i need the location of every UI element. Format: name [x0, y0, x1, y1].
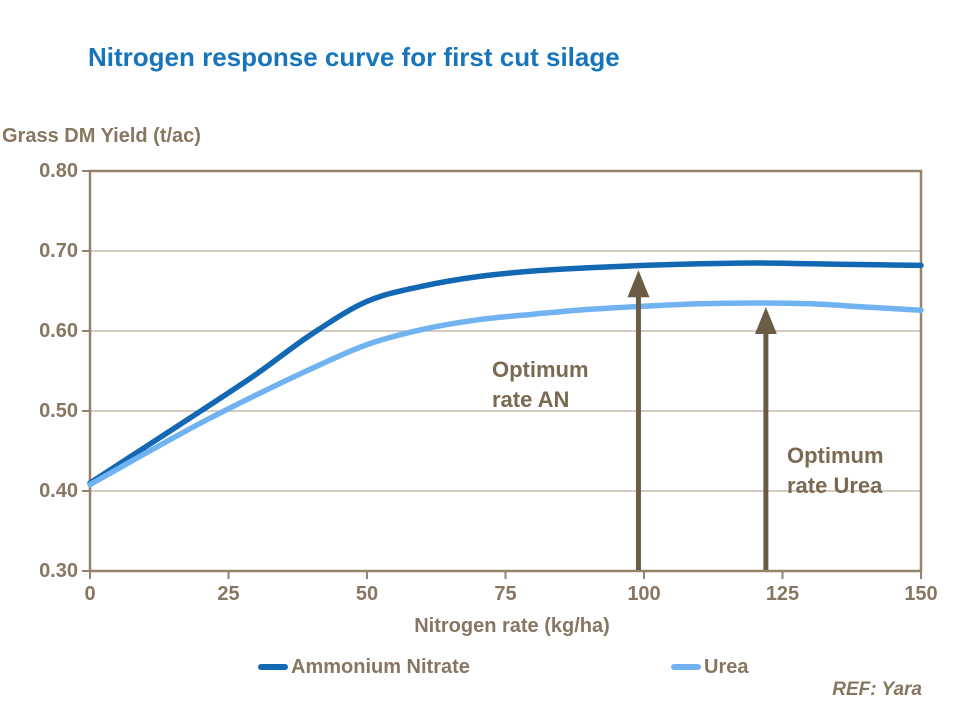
- legend-label-urea: Urea: [704, 655, 749, 678]
- y-axis-title: Grass DM Yield (t/ac): [2, 125, 201, 147]
- legend-marker-urea: [671, 664, 701, 670]
- y-tick-label: 0.70: [39, 240, 78, 262]
- x-tick-label: 75: [494, 583, 517, 605]
- annotation-optimum-urea: Optimum rate Urea: [787, 441, 884, 501]
- optimum-urea-arrow: [754, 307, 777, 570]
- annotation-optimum-an-line1: Optimum: [492, 357, 589, 382]
- optimum-an-arrow: [627, 270, 650, 570]
- x-tick-label: 100: [627, 583, 661, 605]
- legend-item-urea: Urea: [671, 655, 748, 679]
- y-tick-label: 0.80: [39, 160, 78, 182]
- x-tick-label: 150: [904, 583, 938, 605]
- page-title: Nitrogen response curve for first cut si…: [88, 42, 620, 72]
- annotation-optimum-urea-line1: Optimum: [787, 443, 884, 468]
- y-tick-label: 0.50: [39, 400, 78, 422]
- x-tick-label: 125: [765, 583, 800, 605]
- legend-item-ammonium-nitrate: Ammonium Nitrate: [258, 655, 470, 679]
- legend-label-ammonium-nitrate: Ammonium Nitrate: [291, 655, 470, 678]
- y-tick-label: 0.40: [39, 480, 78, 502]
- annotation-optimum-an-line2: rate AN: [492, 387, 570, 412]
- x-axis-title: Nitrogen rate (kg/ha): [414, 615, 610, 637]
- series-line-ammonium-nitrate: [87, 260, 924, 486]
- x-tick-label: 25: [217, 583, 240, 605]
- source-reference-note: REF: Yara: [832, 679, 922, 700]
- series-line-urea: [87, 300, 924, 488]
- annotation-optimum-urea-line2: rate Urea: [787, 473, 883, 498]
- y-tick-label: 0.30: [39, 560, 78, 582]
- y-tick-label: 0.60: [39, 320, 78, 342]
- x-tick-label: 0: [84, 583, 96, 605]
- annotation-optimum-an: Optimum rate AN: [492, 355, 589, 415]
- x-tick-label: 50: [355, 583, 379, 605]
- legend-marker-ammonium-nitrate: [258, 664, 288, 670]
